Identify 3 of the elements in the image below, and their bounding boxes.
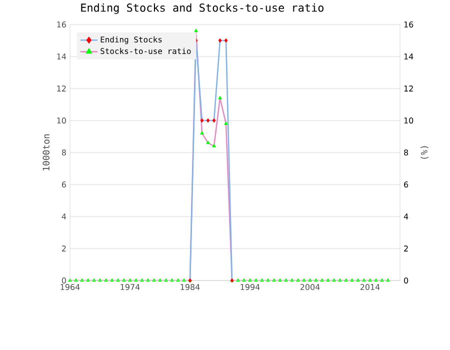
y2-axis-title: (%) — [420, 146, 428, 158]
chart-title: Ending Stocks and Stocks-to-use ratio — [81, 3, 324, 14]
y-axis-title: 1000ton — [42, 134, 50, 170]
